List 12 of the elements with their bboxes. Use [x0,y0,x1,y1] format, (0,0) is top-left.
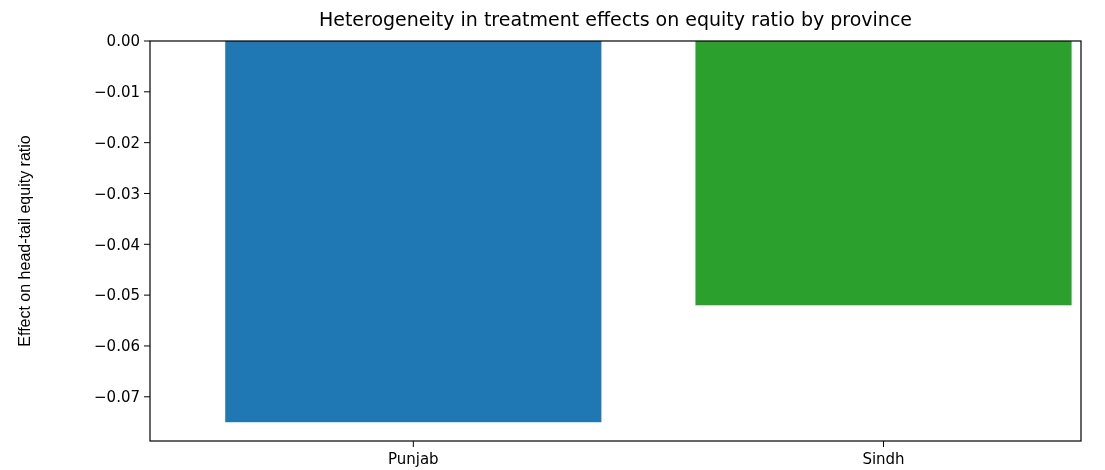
y-axis-title: Effect on head-tail equity ratio [16,135,33,347]
y-tick-label: −0.01 [94,83,140,102]
y-tick-label: −0.04 [94,235,140,254]
y-tick-label: −0.07 [94,388,140,407]
y-tick-label: −0.02 [94,133,140,152]
x-tick-label: Punjab [387,450,439,468]
y-tick-label: −0.03 [94,184,140,203]
y-tick-label: 0.00 [106,32,140,51]
y-tick-label: −0.05 [94,286,140,305]
chart-title: Heterogeneity in treatment effects on equity ratio by province [318,8,913,30]
y-tick-label: −0.06 [94,337,140,356]
x-tick-label: Sindh [862,450,905,468]
